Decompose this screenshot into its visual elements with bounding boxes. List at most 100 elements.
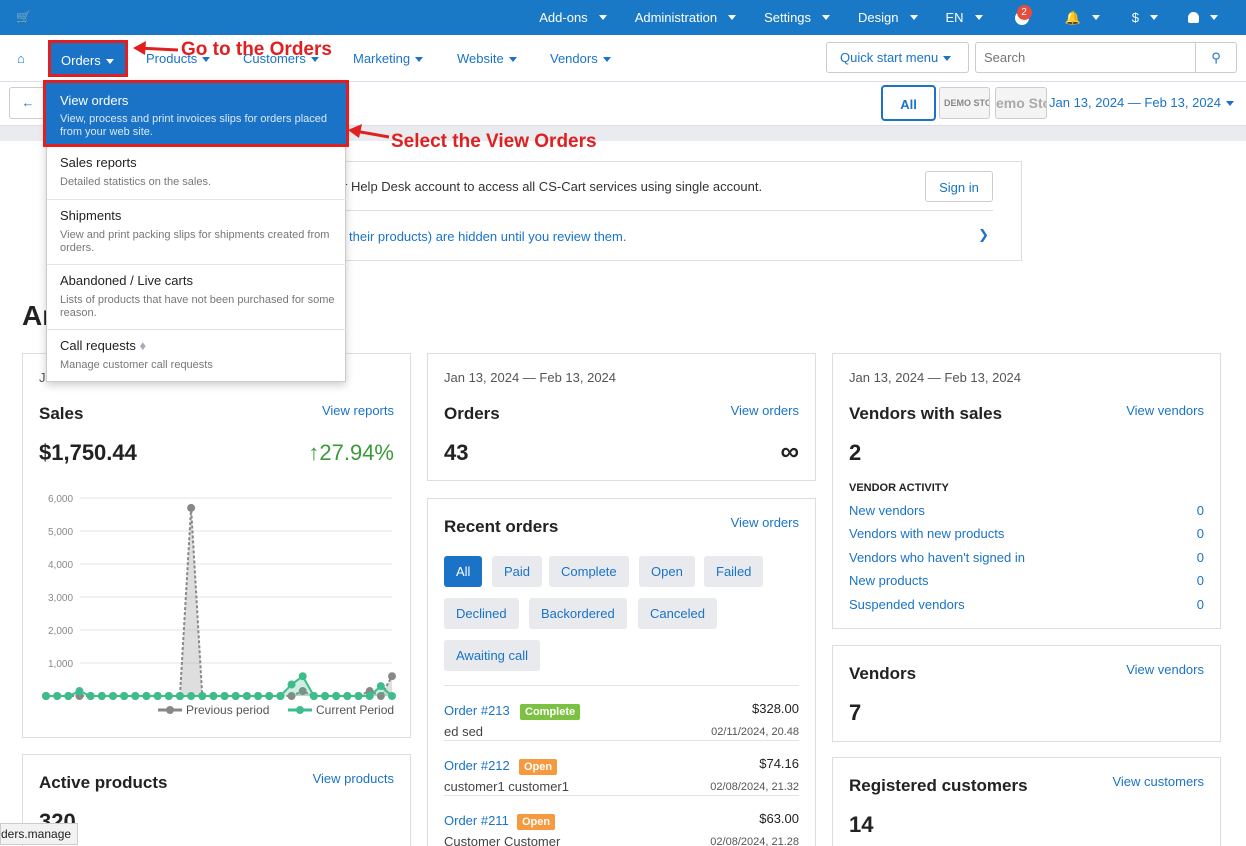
filter-canceled[interactable]: Canceled	[638, 598, 717, 629]
products-review-notice[interactable]: their products) are hidden until you rev…	[349, 229, 627, 244]
sales-reports-menu-item[interactable]: Sales reports Detailed statistics on the…	[47, 147, 346, 200]
date-range-picker[interactable]: Jan 13, 2024 — Feb 13, 2024	[1049, 95, 1235, 110]
search-button[interactable]: ⚲	[1195, 42, 1237, 73]
currency-menu[interactable]: $	[1118, 10, 1172, 25]
view-orders-link[interactable]: View orders	[730, 403, 799, 418]
demo-store-2-logo[interactable]: emo Sto	[995, 87, 1047, 119]
filter-declined[interactable]: Declined	[444, 598, 519, 629]
website-menu[interactable]: Website	[457, 51, 517, 66]
addons-menu[interactable]: Add-ons	[525, 10, 620, 25]
products-menu[interactable]: Products	[146, 51, 211, 66]
data-point	[365, 692, 374, 700]
data-point	[53, 692, 62, 700]
shopping-cart-icon[interactable]: 🛒	[16, 10, 31, 24]
website-label: Website	[457, 51, 504, 66]
data-point	[42, 692, 50, 700]
call-requests-menu-item[interactable]: Call requests ♦ Manage customer call req…	[47, 330, 346, 382]
y-tick-label: 1,000	[48, 659, 73, 670]
data-point	[265, 692, 274, 700]
data-point	[164, 692, 173, 700]
activity-label[interactable]: Vendors who haven't signed in	[849, 550, 1025, 565]
filter-complete[interactable]: Complete	[549, 556, 629, 587]
vendors-menu[interactable]: Vendors	[550, 51, 611, 66]
orders-menu[interactable]: Orders	[48, 40, 128, 77]
active-products-card: Active products View products 320	[22, 754, 411, 846]
top-menu: Add-ons Administration Settings Design E…	[525, 0, 1246, 35]
filter-awaiting-call[interactable]: Awaiting call	[444, 640, 541, 671]
filter-backordered[interactable]: Backordered	[529, 598, 627, 629]
settings-menu[interactable]: Settings	[750, 10, 844, 25]
puzzle-icon: ♦	[139, 338, 147, 353]
vendors-sales-date: Jan 13, 2024 — Feb 13, 2024	[849, 370, 1022, 385]
view-orders-menu-item[interactable]: View orders View, process and print invo…	[43, 80, 349, 147]
language-menu[interactable]: EN	[932, 10, 997, 25]
help-menu[interactable]: 2	[997, 4, 1047, 25]
data-point	[298, 672, 307, 681]
quick-start-menu-button[interactable]: Quick start menu	[826, 42, 969, 73]
view-customers-link[interactable]: View customers	[1112, 774, 1204, 789]
data-point	[321, 692, 330, 700]
currency-label: $	[1131, 10, 1139, 25]
order-row[interactable]: Order #213 Complete ed sed $328.00 02/11…	[444, 685, 799, 740]
activity-value[interactable]: 0	[1196, 526, 1204, 541]
sign-in-button[interactable]: Sign in	[925, 171, 993, 202]
recent-orders-card: Recent orders View orders All Paid Compl…	[427, 498, 816, 846]
order-row[interactable]: Order #212 Open customer1 customer1 $74.…	[444, 740, 799, 795]
active-products-title: Active products	[39, 773, 168, 792]
vendors-view-link[interactable]: View vendors	[1126, 662, 1204, 677]
activity-value[interactable]: 0	[1196, 573, 1204, 588]
user-menu[interactable]	[1172, 12, 1246, 23]
status-badge: Complete	[520, 704, 581, 720]
help-badge: 2	[1016, 4, 1032, 20]
marketing-menu[interactable]: Marketing	[353, 51, 424, 66]
demo-store-logo[interactable]: DEMO STORE	[939, 87, 990, 119]
settings-label: Settings	[764, 10, 812, 25]
filter-failed[interactable]: Failed	[704, 556, 764, 587]
filter-all[interactable]: All	[444, 556, 483, 587]
vendors-value: 7	[849, 700, 862, 725]
activity-label[interactable]: Suspended vendors	[849, 597, 965, 612]
activity-label[interactable]: New products	[849, 573, 929, 588]
orders-trend: ∞	[780, 436, 799, 466]
search-input[interactable]	[975, 42, 1196, 73]
view-reports-link[interactable]: View reports	[321, 403, 394, 418]
orders-title: Orders	[444, 404, 500, 423]
order-customer: Customer Customer	[444, 834, 561, 846]
shipments-label: Shipments	[60, 208, 122, 223]
design-menu[interactable]: Design	[844, 10, 931, 25]
filter-paid[interactable]: Paid	[492, 556, 543, 587]
view-orders-desc: View, process and print invoices slips f…	[60, 113, 327, 138]
chevron-right-icon[interactable]: ❯	[978, 227, 989, 242]
order-row[interactable]: Order #211 Open Customer Customer $63.00…	[444, 795, 799, 846]
abandoned-carts-menu-item[interactable]: Abandoned / Live carts Lists of products…	[47, 265, 346, 330]
status-url-tooltip: ders.manage	[0, 823, 79, 845]
filter-open[interactable]: Open	[639, 556, 695, 587]
sales-title: Sales	[39, 404, 84, 423]
view-products-link[interactable]: View products	[312, 771, 394, 786]
administration-menu[interactable]: Administration	[621, 10, 750, 25]
data-point	[97, 692, 106, 700]
data-point	[120, 692, 129, 700]
top-bar: 🛒 Add-ons Administration Settings Design…	[0, 0, 1246, 35]
shipments-menu-item[interactable]: Shipments View and print packing slips f…	[47, 200, 346, 265]
activity-value[interactable]: 0	[1196, 503, 1204, 518]
notifications-menu[interactable]: 🔔	[1047, 10, 1118, 26]
all-stores-button[interactable]: All	[881, 85, 936, 121]
activity-value[interactable]: 0	[1196, 597, 1204, 612]
activity-label[interactable]: Vendors with new products	[849, 526, 1005, 541]
activity-value[interactable]: 0	[1196, 550, 1204, 565]
activity-label[interactable]: New vendors	[849, 503, 925, 518]
recent-view-orders-link[interactable]: View orders	[730, 515, 799, 530]
order-id[interactable]: Order #213	[444, 703, 510, 718]
order-id[interactable]: Order #212	[444, 758, 510, 773]
search-icon: ⚲	[1211, 50, 1221, 65]
order-date: 02/08/2024, 21.28	[710, 836, 799, 846]
data-point	[309, 692, 318, 700]
arrow-head-view-orders	[348, 124, 362, 138]
home-icon[interactable]: ⌂	[17, 51, 25, 66]
abandoned-carts-desc: Lists of products that have not been pur…	[60, 294, 335, 319]
view-vendors-link[interactable]: View vendors	[1126, 403, 1204, 418]
order-id[interactable]: Order #211	[444, 813, 509, 828]
customers-menu[interactable]: Customers	[243, 51, 319, 66]
